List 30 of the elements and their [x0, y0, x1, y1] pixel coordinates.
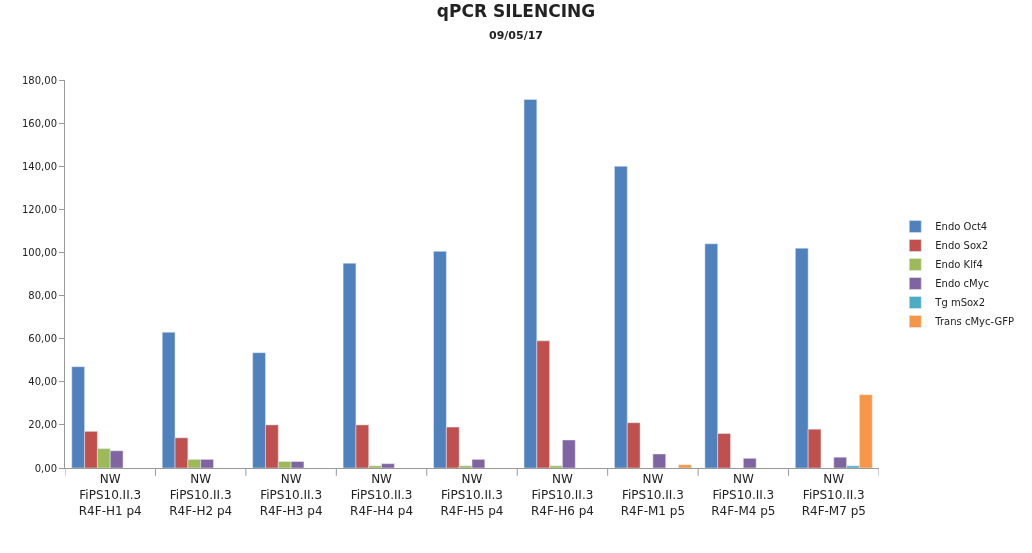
- y-tick-label: 160,00: [22, 117, 57, 129]
- legend-label: Endo cMyc: [935, 278, 990, 290]
- bar: [678, 464, 692, 468]
- chart-title: qPCR SILENCING: [436, 0, 596, 21]
- x-tick-label: NW FiPS10.II.3 R4F-H6 p4: [530, 472, 594, 518]
- y-tick-label: 80,00: [28, 290, 57, 302]
- legend-label: Trans cMyc-GFP: [934, 316, 1014, 328]
- legend-label: Endo Sox2: [935, 240, 989, 252]
- y-tick-label: 140,00: [22, 160, 57, 172]
- x-tick-label: NW FiPS10.II.3 R4F-M7 p5: [801, 472, 866, 518]
- chart-subtitle: 09/05/17: [489, 28, 543, 42]
- y-tick-label: 180,00: [22, 74, 57, 86]
- x-tick-label: NW FiPS10.II.3 R4F-H5 p4: [440, 472, 504, 518]
- x-tick-label: NW FiPS10.II.3 R4F-H2 p4: [169, 472, 233, 518]
- y-tick-label: 120,00: [22, 203, 57, 215]
- x-tick-label: NW FiPS10.II.3 R4F-H3 p4: [259, 472, 323, 518]
- y-tick-label: 20,00: [28, 419, 57, 431]
- x-tick-label: NW FiPS10.II.3 R4F-M4 p5: [711, 472, 776, 518]
- bar: [743, 458, 757, 468]
- y-tick-label: 0,00: [34, 462, 57, 474]
- bar: [652, 453, 666, 468]
- legend-label: Endo Oct4: [935, 221, 988, 233]
- legend-label: Tg mSox2: [934, 297, 986, 309]
- x-tick-label: NW FiPS10.II.3 R4F-H1 p4: [78, 472, 142, 518]
- x-tick-label: NW FiPS10.II.3 R4F-H4 p4: [350, 472, 414, 518]
- legend-label: Endo Klf4: [935, 259, 983, 271]
- y-tick-label: 100,00: [22, 246, 57, 258]
- y-tick-label: 60,00: [28, 333, 57, 345]
- y-tick-label: 40,00: [28, 376, 57, 388]
- x-tick-label: NW FiPS10.II.3 R4F-M1 p5: [620, 472, 686, 518]
